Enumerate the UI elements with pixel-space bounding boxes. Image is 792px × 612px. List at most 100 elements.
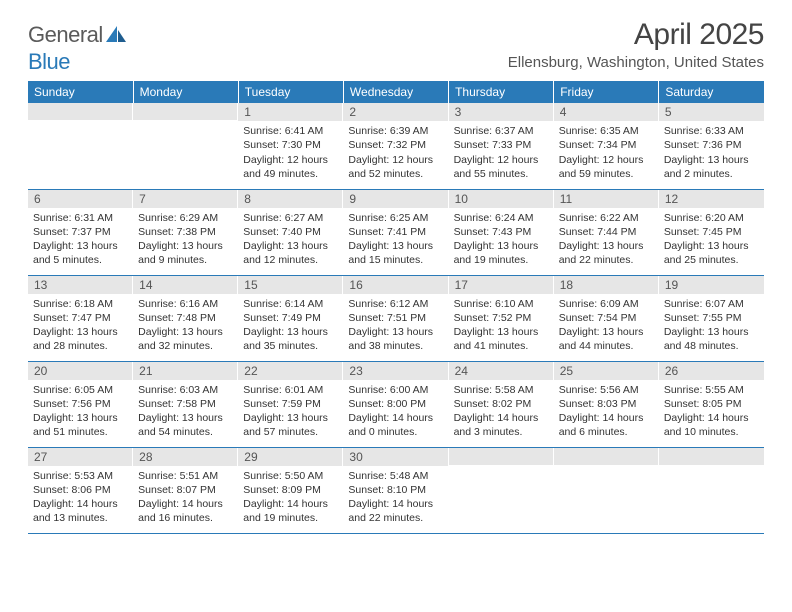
logo-text: GeneralBlue [28,22,127,75]
day-details: Sunrise: 6:20 AMSunset: 7:45 PMDaylight:… [659,208,764,271]
sunrise-text: Sunrise: 6:33 AM [664,124,759,138]
sunrise-text: Sunrise: 6:14 AM [243,297,338,311]
daylight-text: Daylight: 13 hours and 38 minutes. [348,325,443,353]
day-cell: 12Sunrise: 6:20 AMSunset: 7:45 PMDayligh… [659,189,764,275]
day-details: Sunrise: 6:01 AMSunset: 7:59 PMDaylight:… [238,380,343,443]
empty-cell [659,447,764,533]
day-cell: 25Sunrise: 5:56 AMSunset: 8:03 PMDayligh… [554,361,659,447]
day-number: 27 [28,448,133,466]
calendar-week-row: 1Sunrise: 6:41 AMSunset: 7:30 PMDaylight… [28,103,764,189]
day-number: 11 [554,190,659,208]
weekday-header: Tuesday [238,81,343,103]
sunset-text: Sunset: 7:40 PM [243,225,338,239]
sunset-text: Sunset: 7:51 PM [348,311,443,325]
weekday-header: Friday [554,81,659,103]
day-details: Sunrise: 6:12 AMSunset: 7:51 PMDaylight:… [343,294,448,357]
daylight-text: Daylight: 14 hours and 19 minutes. [243,497,338,525]
day-details: Sunrise: 6:10 AMSunset: 7:52 PMDaylight:… [449,294,554,357]
sunset-text: Sunset: 7:44 PM [559,225,654,239]
day-number [554,448,659,465]
daylight-text: Daylight: 13 hours and 22 minutes. [559,239,654,267]
sunrise-text: Sunrise: 6:12 AM [348,297,443,311]
sunrise-text: Sunrise: 5:48 AM [348,469,443,483]
day-number: 28 [133,448,238,466]
sunset-text: Sunset: 7:36 PM [664,138,759,152]
day-number: 13 [28,276,133,294]
day-number: 24 [449,362,554,380]
sunset-text: Sunset: 7:38 PM [138,225,233,239]
daylight-text: Daylight: 13 hours and 48 minutes. [664,325,759,353]
day-details: Sunrise: 6:25 AMSunset: 7:41 PMDaylight:… [343,208,448,271]
day-cell: 6Sunrise: 6:31 AMSunset: 7:37 PMDaylight… [28,189,133,275]
day-number: 19 [659,276,764,294]
daylight-text: Daylight: 14 hours and 0 minutes. [348,411,443,439]
sunrise-text: Sunrise: 5:58 AM [454,383,549,397]
daylight-text: Daylight: 13 hours and 12 minutes. [243,239,338,267]
day-details: Sunrise: 5:53 AMSunset: 8:06 PMDaylight:… [28,466,133,529]
day-cell: 16Sunrise: 6:12 AMSunset: 7:51 PMDayligh… [343,275,448,361]
weekday-header: Wednesday [343,81,448,103]
sunset-text: Sunset: 8:09 PM [243,483,338,497]
day-cell: 30Sunrise: 5:48 AMSunset: 8:10 PMDayligh… [343,447,448,533]
calendar-body: 1Sunrise: 6:41 AMSunset: 7:30 PMDaylight… [28,103,764,533]
sunset-text: Sunset: 7:54 PM [559,311,654,325]
day-cell: 24Sunrise: 5:58 AMSunset: 8:02 PMDayligh… [449,361,554,447]
sunset-text: Sunset: 7:49 PM [243,311,338,325]
day-details: Sunrise: 6:00 AMSunset: 8:00 PMDaylight:… [343,380,448,443]
sunrise-text: Sunrise: 6:31 AM [33,211,128,225]
daylight-text: Daylight: 13 hours and 19 minutes. [454,239,549,267]
title-block: April 2025 Ellensburg, Washington, Unite… [508,18,764,71]
day-details: Sunrise: 6:33 AMSunset: 7:36 PMDaylight:… [659,121,764,184]
day-cell: 18Sunrise: 6:09 AMSunset: 7:54 PMDayligh… [554,275,659,361]
sunset-text: Sunset: 7:43 PM [454,225,549,239]
day-number [28,103,133,120]
sunset-text: Sunset: 8:06 PM [33,483,128,497]
daylight-text: Daylight: 13 hours and 41 minutes. [454,325,549,353]
sunrise-text: Sunrise: 6:07 AM [664,297,759,311]
day-cell: 22Sunrise: 6:01 AMSunset: 7:59 PMDayligh… [238,361,343,447]
daylight-text: Daylight: 13 hours and 32 minutes. [138,325,233,353]
sunset-text: Sunset: 7:45 PM [664,225,759,239]
calendar-page: GeneralBlue April 2025 Ellensburg, Washi… [0,0,792,534]
day-details: Sunrise: 6:27 AMSunset: 7:40 PMDaylight:… [238,208,343,271]
day-number: 17 [449,276,554,294]
day-number: 18 [554,276,659,294]
sunset-text: Sunset: 8:07 PM [138,483,233,497]
sunset-text: Sunset: 7:32 PM [348,138,443,152]
sunrise-text: Sunrise: 6:27 AM [243,211,338,225]
sunrise-text: Sunrise: 6:24 AM [454,211,549,225]
day-details: Sunrise: 5:58 AMSunset: 8:02 PMDaylight:… [449,380,554,443]
sunrise-text: Sunrise: 5:51 AM [138,469,233,483]
sunrise-text: Sunrise: 5:56 AM [559,383,654,397]
calendar-week-row: 27Sunrise: 5:53 AMSunset: 8:06 PMDayligh… [28,447,764,533]
sunrise-text: Sunrise: 6:00 AM [348,383,443,397]
day-cell: 26Sunrise: 5:55 AMSunset: 8:05 PMDayligh… [659,361,764,447]
sunset-text: Sunset: 8:10 PM [348,483,443,497]
day-number [133,103,238,120]
day-number: 23 [343,362,448,380]
day-number: 2 [343,103,448,121]
day-cell: 2Sunrise: 6:39 AMSunset: 7:32 PMDaylight… [343,103,448,189]
day-cell: 8Sunrise: 6:27 AMSunset: 7:40 PMDaylight… [238,189,343,275]
daylight-text: Daylight: 12 hours and 49 minutes. [243,153,338,181]
day-cell: 5Sunrise: 6:33 AMSunset: 7:36 PMDaylight… [659,103,764,189]
day-details: Sunrise: 6:35 AMSunset: 7:34 PMDaylight:… [554,121,659,184]
sunrise-text: Sunrise: 6:20 AM [664,211,759,225]
weekday-header-row: SundayMondayTuesdayWednesdayThursdayFrid… [28,81,764,103]
sunset-text: Sunset: 7:58 PM [138,397,233,411]
day-cell: 7Sunrise: 6:29 AMSunset: 7:38 PMDaylight… [133,189,238,275]
day-cell: 9Sunrise: 6:25 AMSunset: 7:41 PMDaylight… [343,189,448,275]
day-cell: 20Sunrise: 6:05 AMSunset: 7:56 PMDayligh… [28,361,133,447]
day-number: 5 [659,103,764,121]
sunset-text: Sunset: 8:03 PM [559,397,654,411]
day-cell: 21Sunrise: 6:03 AMSunset: 7:58 PMDayligh… [133,361,238,447]
sunset-text: Sunset: 7:59 PM [243,397,338,411]
sunset-text: Sunset: 7:33 PM [454,138,549,152]
day-details: Sunrise: 6:24 AMSunset: 7:43 PMDaylight:… [449,208,554,271]
sunrise-text: Sunrise: 6:29 AM [138,211,233,225]
day-number: 1 [238,103,343,121]
daylight-text: Daylight: 13 hours and 57 minutes. [243,411,338,439]
day-details: Sunrise: 6:03 AMSunset: 7:58 PMDaylight:… [133,380,238,443]
sunset-text: Sunset: 8:00 PM [348,397,443,411]
sunrise-text: Sunrise: 6:03 AM [138,383,233,397]
